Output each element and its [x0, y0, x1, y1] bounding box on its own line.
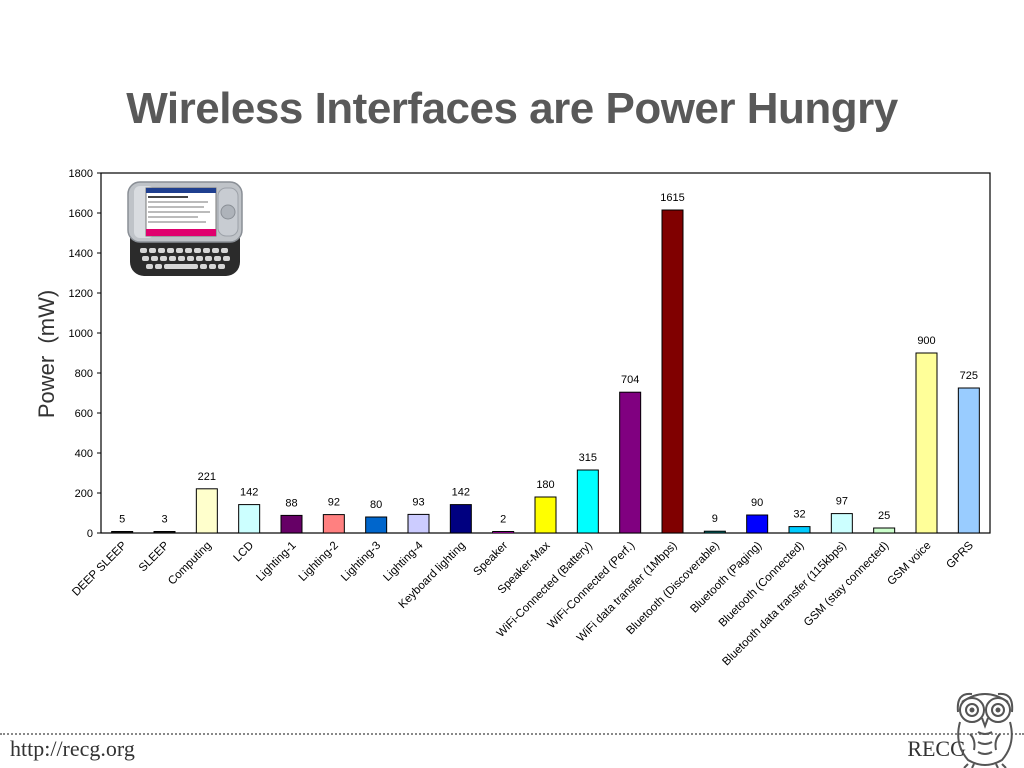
bar-value-label: 704 — [621, 374, 639, 386]
bar-value-label: 5 — [119, 514, 125, 526]
x-tick-label: Bluetooth (Connected) — [717, 540, 807, 630]
bar — [111, 531, 134, 534]
slide-title: Wireless Interfaces are Power Hungry — [126, 84, 898, 133]
bar — [280, 514, 303, 534]
x-tick-label: WiFi-Connected (Perf.) — [546, 540, 638, 632]
x-tick-label: LCD — [232, 540, 257, 565]
bar — [830, 513, 853, 534]
bar — [703, 530, 726, 534]
bar-value-label: 2 — [500, 514, 506, 526]
bar — [195, 488, 218, 534]
bar-value-label: 25 — [878, 510, 890, 522]
bar — [534, 496, 557, 534]
x-tick-label: GPRS — [944, 539, 976, 571]
y-axis-label: Power (mW) — [34, 290, 59, 418]
bar-value-label: 9 — [712, 513, 718, 525]
y-tick-label: 0 — [87, 528, 93, 540]
bar — [788, 526, 811, 534]
bar — [661, 209, 684, 534]
bar — [576, 469, 599, 534]
bar — [449, 504, 472, 534]
bar-value-label: 1615 — [660, 192, 684, 204]
y-tick-label: 800 — [75, 368, 93, 380]
x-tick-label: GSM (stay connected) — [802, 540, 892, 630]
y-axis: 0 200 400 600 800 1000 1200 1400 1600 1800 — [69, 168, 101, 540]
y-tick-label: 200 — [75, 488, 93, 500]
bar-value-label: 315 — [579, 452, 597, 464]
y-tick-label: 600 — [75, 408, 93, 420]
bar-value-label: 180 — [536, 479, 554, 491]
y-tick-label: 1000 — [69, 328, 93, 340]
bar — [365, 516, 388, 534]
pda-phone-with-keyboard-icon — [127, 181, 243, 276]
bar — [957, 387, 980, 534]
bar — [619, 391, 642, 534]
x-tick-label: Computing — [166, 540, 214, 588]
bar-value-label: 142 — [240, 487, 258, 499]
bar — [492, 531, 515, 534]
bar-value-label: 32 — [793, 509, 805, 521]
x-tick-label: Bluetooth (Paging) — [688, 540, 764, 616]
bar — [915, 352, 938, 534]
bar — [322, 514, 345, 534]
y-tick-label: 1400 — [69, 248, 93, 260]
x-tick-label: Lighting-4 — [381, 539, 426, 584]
bar-value-label: 93 — [412, 496, 424, 508]
x-tick-label: Lighting-1 — [254, 540, 298, 584]
bar-value-label: 97 — [836, 496, 848, 508]
x-tick-label: Speaker — [472, 540, 511, 579]
bar — [407, 513, 430, 534]
bar-value-label: 3 — [161, 514, 167, 526]
x-tick-label: Lighting-3 — [339, 540, 383, 584]
bar — [746, 514, 769, 534]
bar-value-label: 92 — [328, 497, 340, 509]
x-tick-label: GSM voice — [885, 540, 933, 588]
bar — [873, 527, 896, 534]
bars-group: 5 3 221 142 88 92 80 93 142 2 180 315 704 1615 9 90 32 97… — [111, 192, 980, 534]
bar-value-label: 90 — [751, 497, 763, 509]
y-tick-label: 400 — [75, 448, 93, 460]
bar-value-label: 142 — [452, 487, 470, 499]
bar-value-label: 725 — [960, 370, 978, 382]
footer-url[interactable]: http://recg.org — [10, 736, 135, 761]
footer-divider — [0, 733, 1024, 735]
bar — [153, 531, 176, 534]
x-tick-label: DEEP SLEEP — [70, 539, 129, 598]
bar-value-label: 221 — [198, 471, 216, 483]
y-tick-label: 1600 — [69, 208, 93, 220]
y-tick-label: 1800 — [69, 168, 93, 180]
bar-value-label: 80 — [370, 499, 382, 511]
bar-value-label: 900 — [917, 335, 935, 347]
x-tick-label: SLEEP — [137, 539, 172, 574]
x-tick-label: Lighting-2 — [297, 540, 341, 584]
footer-org-name: RECG — [907, 736, 966, 761]
bar-chart: 0 200 400 600 800 1000 1200 1400 1600 1800 5 3 221 1… — [34, 168, 991, 668]
y-tick-label: 1200 — [69, 288, 93, 300]
bar-value-label: 88 — [285, 497, 297, 509]
bar — [238, 504, 261, 534]
owl-logo-icon — [956, 692, 1014, 768]
